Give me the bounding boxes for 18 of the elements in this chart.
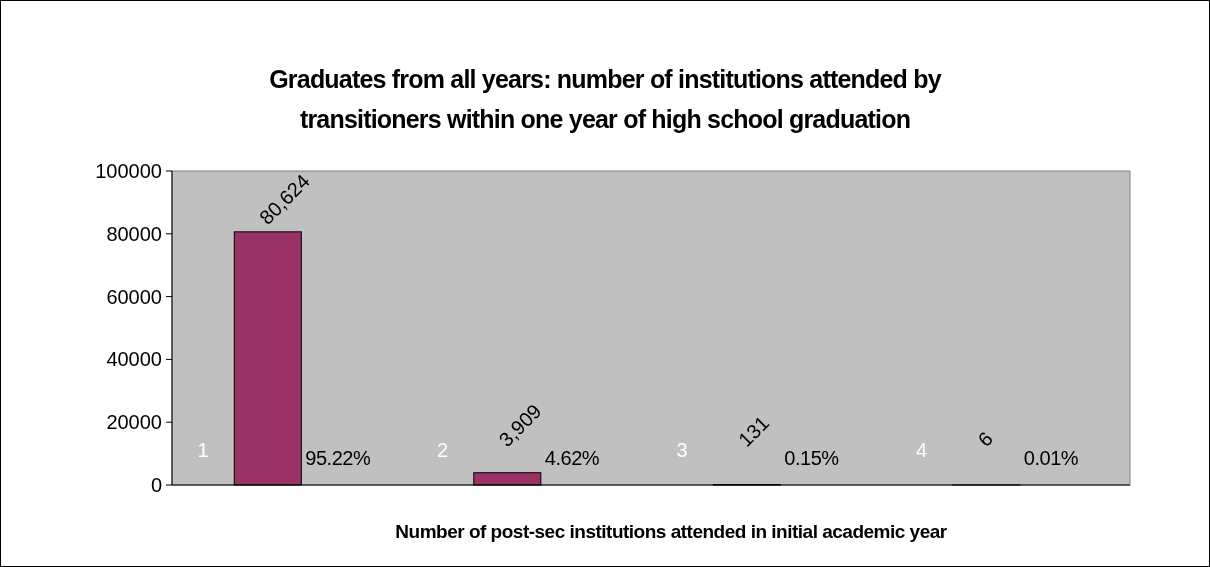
x-tick-label: 1: [197, 439, 209, 461]
x-tick-label: 3: [676, 439, 688, 461]
x-tick-label: 4: [915, 439, 928, 461]
y-tick-label: 0: [150, 474, 162, 496]
x-axis-title: Number of post-sec institutions attended in initial academic year: [395, 521, 948, 542]
y-tick-label: 60000: [106, 285, 162, 308]
annotation: 95.22%: [305, 447, 371, 469]
annotation: 0.15%: [784, 447, 840, 469]
y-tick-label: 100000: [95, 160, 162, 182]
data-label: 131: [734, 411, 774, 451]
y-tick-label: 40000: [106, 348, 162, 371]
data-label: 6: [973, 427, 997, 451]
chart-title: Graduates from all years: number of institutions attended by transitioners within one year of high school graduation: [269, 65, 942, 133]
y-tick-label: 20000: [106, 411, 162, 434]
y-tick-label: 80000: [106, 222, 162, 245]
x-tick-label: 2: [436, 439, 449, 461]
annotation: 4.62%: [544, 447, 600, 469]
annotation: 0.01%: [1023, 447, 1079, 469]
